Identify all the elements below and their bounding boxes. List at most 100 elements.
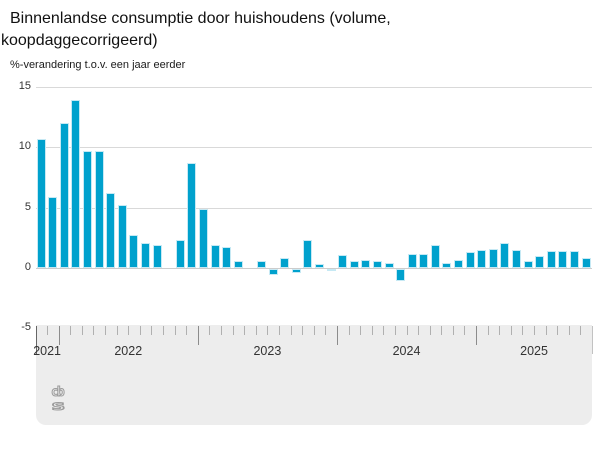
bar-2023-12[interactable] (327, 269, 336, 271)
month-tick (209, 326, 210, 335)
year-start-tick (198, 326, 199, 345)
month-tick (70, 326, 71, 335)
month-tick (360, 326, 361, 335)
month-tick (349, 326, 350, 335)
bar-2022-11[interactable] (176, 240, 185, 268)
chart-title-line2: koopdaggecorrigeerd) (1, 32, 158, 49)
month-tick (128, 326, 129, 335)
bar-2025-03[interactable] (500, 243, 509, 268)
year-start-tick (337, 326, 338, 345)
month-tick (325, 326, 326, 335)
month-tick (557, 326, 558, 335)
bar-2023-08[interactable] (280, 258, 289, 268)
bar-2021-12[interactable] (48, 197, 57, 268)
bar-2025-02[interactable] (489, 249, 498, 268)
bar-2024-02[interactable] (350, 261, 359, 268)
month-tick (93, 326, 94, 335)
month-tick (47, 326, 48, 335)
bar-2023-11[interactable] (315, 264, 324, 268)
bar-2023-01[interactable] (199, 209, 208, 268)
bar-2025-01[interactable] (477, 250, 486, 268)
month-tick (383, 326, 384, 335)
year-start-tick (476, 326, 477, 345)
month-tick (453, 326, 454, 335)
month-tick (221, 326, 222, 335)
bar-2022-08[interactable] (141, 243, 150, 268)
bar-2022-03[interactable] (83, 151, 92, 268)
bar-2022-09[interactable] (153, 245, 162, 268)
bar-2022-06[interactable] (118, 205, 127, 268)
bar-2025-06[interactable] (535, 256, 544, 268)
month-tick (256, 326, 257, 335)
month-tick (175, 326, 176, 335)
axis-start-tick (36, 326, 37, 354)
bar-2023-03[interactable] (222, 247, 231, 268)
bar-2022-04[interactable] (95, 151, 104, 268)
bar-2024-07[interactable] (408, 254, 417, 268)
month-tick (546, 326, 547, 335)
bar-2024-08[interactable] (419, 254, 428, 268)
y-axis-tick-label: 10 (18, 140, 31, 152)
month-tick (534, 326, 535, 335)
bar-2025-07[interactable] (547, 251, 556, 268)
month-tick (140, 326, 141, 335)
gridline-15 (35, 87, 592, 88)
bar-2022-01[interactable] (60, 123, 69, 268)
x-axis-year-label-2022: 2022 (114, 344, 143, 358)
month-tick (267, 326, 268, 335)
month-tick (151, 326, 152, 335)
bar-2022-05[interactable] (106, 193, 115, 268)
month-tick (233, 326, 234, 335)
month-tick (511, 326, 512, 335)
gridline-10 (35, 147, 592, 148)
bar-2023-02[interactable] (211, 245, 220, 268)
bar-2025-08[interactable] (558, 251, 567, 268)
bar-2024-04[interactable] (373, 261, 382, 268)
bar-2023-10[interactable] (303, 240, 312, 268)
bar-2025-10[interactable] (582, 258, 591, 268)
bar-2025-05[interactable] (524, 261, 533, 268)
bar-2022-02[interactable] (71, 100, 80, 268)
month-tick (395, 326, 396, 335)
month-tick (291, 326, 292, 335)
x-axis-year-label-2023: 2023 (253, 344, 282, 358)
bar-2024-11[interactable] (454, 260, 463, 268)
bar-2024-06[interactable] (396, 269, 405, 281)
bar-2023-09[interactable] (292, 269, 301, 273)
month-tick (488, 326, 489, 335)
month-tick (372, 326, 373, 335)
month-tick (407, 326, 408, 335)
bar-2025-09[interactable] (570, 251, 579, 268)
bar-2024-03[interactable] (361, 260, 370, 268)
x-axis-year-label-2025: 2025 (520, 344, 548, 358)
month-tick (580, 326, 581, 335)
bar-2023-04[interactable] (234, 261, 243, 268)
bar-2024-01[interactable] (338, 255, 347, 268)
chart-title: Binnenlandse consumptie door huishoudens… (0, 8, 580, 52)
y-axis-tick-label: -5 (21, 321, 31, 333)
month-tick (279, 326, 280, 335)
bar-2024-12[interactable] (466, 252, 475, 268)
bar-2021-11[interactable] (37, 139, 46, 268)
bar-2023-06[interactable] (257, 261, 266, 268)
bar-2022-12[interactable] (187, 163, 196, 268)
month-tick (244, 326, 245, 335)
month-tick (522, 326, 523, 335)
y-axis-unit-label: %-verandering t.o.v. een jaar eerder (10, 59, 186, 71)
bar-2024-09[interactable] (431, 245, 440, 268)
year-start-tick (59, 326, 60, 345)
bar-2025-04[interactable] (512, 250, 521, 268)
month-tick (302, 326, 303, 335)
month-tick (430, 326, 431, 335)
month-tick (117, 326, 118, 335)
x-axis-year-label-2021: 2021 (33, 344, 61, 358)
bar-2023-07[interactable] (269, 269, 278, 275)
month-tick (314, 326, 315, 335)
bar-2022-07[interactable] (129, 235, 138, 268)
axis-end-tick (592, 326, 593, 354)
bar-2024-05[interactable] (385, 263, 394, 268)
month-tick (499, 326, 500, 335)
y-axis-tick-label: 5 (24, 201, 31, 213)
bar-2024-10[interactable] (442, 263, 451, 268)
